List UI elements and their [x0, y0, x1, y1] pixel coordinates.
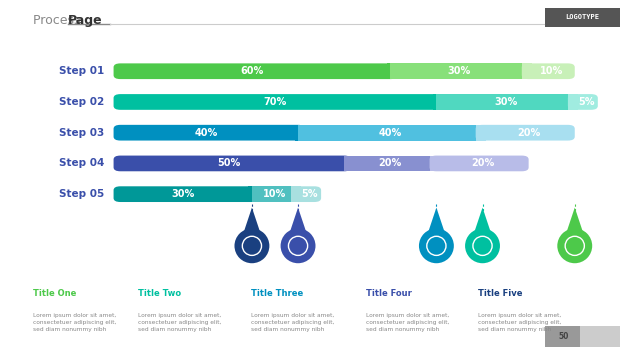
Bar: [436, 94, 575, 110]
Bar: [291, 186, 302, 202]
Polygon shape: [427, 208, 446, 236]
Text: Lorem ipsum dolor sit amet,
consectetuer adipiscing elit,
sed diam nonummy nibh: Lorem ipsum dolor sit amet, consectetuer…: [33, 313, 116, 332]
Text: 10%: 10%: [540, 66, 563, 76]
Text: Title Four: Title Four: [366, 289, 412, 298]
Polygon shape: [242, 208, 262, 236]
Polygon shape: [473, 208, 492, 236]
Bar: [390, 63, 528, 79]
FancyBboxPatch shape: [113, 156, 351, 171]
Ellipse shape: [465, 228, 500, 263]
FancyBboxPatch shape: [522, 63, 575, 79]
FancyBboxPatch shape: [580, 326, 620, 347]
Text: Step 01: Step 01: [59, 66, 104, 76]
Bar: [429, 156, 440, 171]
Text: Lorem ipsum dolor sit amet,
consectetuer adipiscing elit,
sed diam nonummy nibh: Lorem ipsum dolor sit amet, consectetuer…: [250, 313, 334, 332]
Bar: [295, 125, 305, 140]
FancyBboxPatch shape: [291, 186, 321, 202]
Bar: [476, 125, 486, 140]
Text: 60%: 60%: [240, 66, 264, 76]
FancyBboxPatch shape: [476, 125, 575, 140]
Ellipse shape: [557, 228, 592, 263]
FancyBboxPatch shape: [545, 8, 620, 27]
Text: 5%: 5%: [578, 97, 595, 107]
FancyBboxPatch shape: [113, 63, 397, 79]
FancyBboxPatch shape: [113, 186, 259, 202]
Text: 5%: 5%: [301, 189, 318, 199]
Text: 30%: 30%: [171, 189, 194, 199]
Bar: [252, 186, 298, 202]
FancyBboxPatch shape: [545, 326, 583, 347]
FancyBboxPatch shape: [113, 125, 305, 140]
Polygon shape: [289, 208, 307, 236]
FancyBboxPatch shape: [568, 94, 598, 110]
Text: 30%: 30%: [494, 97, 517, 107]
Bar: [249, 186, 259, 202]
Text: 30%: 30%: [448, 66, 471, 76]
Text: 70%: 70%: [264, 97, 287, 107]
Text: LOGOTYPE: LOGOTYPE: [565, 14, 599, 20]
Text: Title Five: Title Five: [478, 289, 523, 298]
Text: Page: Page: [68, 14, 103, 27]
Text: Step 05: Step 05: [59, 189, 104, 199]
Text: 10%: 10%: [264, 189, 287, 199]
Bar: [522, 63, 532, 79]
Bar: [387, 63, 397, 79]
Bar: [298, 125, 483, 140]
Text: Lorem ipsum dolor sit amet,
consectetuer adipiscing elit,
sed diam nonummy nibh: Lorem ipsum dolor sit amet, consectetuer…: [366, 313, 449, 332]
Text: Title Three: Title Three: [250, 289, 303, 298]
Bar: [344, 156, 436, 171]
Text: Step 04: Step 04: [59, 158, 104, 168]
Text: 40%: 40%: [379, 128, 402, 138]
Ellipse shape: [280, 228, 316, 263]
Text: 50%: 50%: [217, 158, 240, 168]
Ellipse shape: [419, 228, 454, 263]
Bar: [433, 94, 443, 110]
Text: Title One: Title One: [33, 289, 76, 298]
Text: Process: Process: [33, 14, 84, 27]
Text: 40%: 40%: [194, 128, 217, 138]
Text: 20%: 20%: [379, 158, 402, 168]
Polygon shape: [565, 208, 584, 236]
Text: 50: 50: [558, 333, 569, 341]
Text: Step 02: Step 02: [59, 97, 104, 107]
Bar: [341, 156, 351, 171]
Text: Title Two: Title Two: [138, 289, 182, 298]
FancyBboxPatch shape: [429, 156, 528, 171]
Text: 20%: 20%: [471, 158, 494, 168]
Ellipse shape: [235, 228, 269, 263]
Text: Lorem ipsum dolor sit amet,
consectetuer adipiscing elit,
sed diam nonummy nibh: Lorem ipsum dolor sit amet, consectetuer…: [478, 313, 562, 332]
FancyBboxPatch shape: [113, 94, 443, 110]
Text: Lorem ipsum dolor sit amet,
consectetuer adipiscing elit,
sed diam nonummy nibh: Lorem ipsum dolor sit amet, consectetuer…: [138, 313, 222, 332]
Bar: [568, 94, 578, 110]
Text: 20%: 20%: [517, 128, 540, 138]
Text: Step 03: Step 03: [59, 128, 104, 138]
